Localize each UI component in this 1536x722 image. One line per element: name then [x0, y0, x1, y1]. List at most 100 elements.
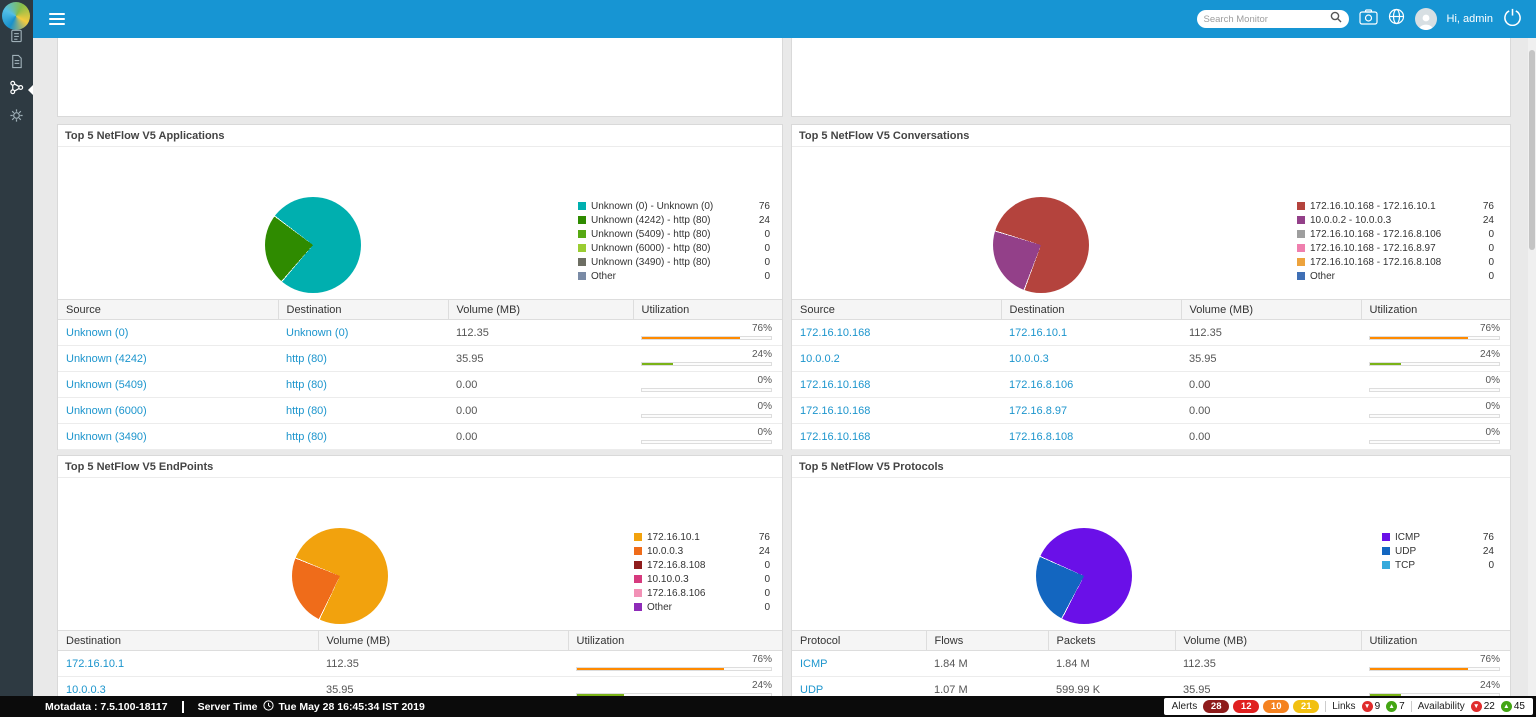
main-content: Top 5 NetFlow V5 Applications Unknown (0… — [33, 38, 1536, 696]
table-link[interactable]: 172.16.8.106 — [1009, 379, 1073, 391]
pie-chart[interactable] — [292, 528, 388, 624]
column-header[interactable]: Volume (MB) — [318, 631, 568, 651]
legend-label: Other — [647, 602, 672, 613]
table-link[interactable]: Unknown (5409) — [66, 379, 147, 391]
column-header[interactable]: Volume (MB) — [1181, 300, 1361, 320]
legend-label: Other — [591, 271, 616, 282]
table-link[interactable]: Unknown (0) — [66, 327, 128, 339]
table-link[interactable]: Unknown (3490) — [66, 431, 147, 443]
legend-value: 24 — [1475, 215, 1494, 226]
table-link[interactable]: 10.0.0.2 — [800, 353, 840, 365]
table-link[interactable]: 172.16.10.168 — [800, 431, 870, 443]
legend-item[interactable]: Unknown (0) - Unknown (0)76 — [578, 199, 770, 213]
sidebar-item-settings[interactable] — [0, 106, 33, 130]
legend-item[interactable]: 172.16.8.1060 — [634, 586, 770, 600]
column-header[interactable]: Utilization — [568, 631, 782, 651]
down-count[interactable]: ▼22 — [1471, 701, 1495, 712]
alert-badge[interactable]: 21 — [1293, 700, 1319, 713]
table-link[interactable]: 10.0.0.3 — [66, 684, 106, 696]
legend-swatch — [1382, 547, 1390, 555]
table-link[interactable]: Unknown (6000) — [66, 405, 147, 417]
alert-badge[interactable]: 12 — [1233, 700, 1259, 713]
table-link[interactable]: http (80) — [286, 379, 327, 391]
pie-chart[interactable] — [265, 197, 361, 293]
power-icon[interactable] — [1503, 7, 1522, 31]
legend-item[interactable]: 172.16.10.168 - 172.16.10.176 — [1297, 199, 1494, 213]
column-header[interactable]: Source — [792, 300, 1001, 320]
table-link[interactable]: http (80) — [286, 431, 327, 443]
search-input[interactable] — [1204, 14, 1330, 25]
alerts-label: Alerts — [1172, 701, 1198, 712]
search-icon[interactable] — [1330, 10, 1342, 28]
legend-item[interactable]: Unknown (4242) - http (80)24 — [578, 213, 770, 227]
column-header[interactable]: Flows — [926, 631, 1048, 651]
alert-badge[interactable]: 28 — [1203, 700, 1229, 713]
table-cell: http (80) — [278, 372, 448, 398]
legend-value: 0 — [756, 574, 770, 585]
table-link[interactable]: Unknown (0) — [286, 327, 348, 339]
table-link[interactable]: Unknown (4242) — [66, 353, 147, 365]
column-header[interactable]: Utilization — [1361, 300, 1510, 320]
column-header[interactable]: Source — [58, 300, 278, 320]
legend-value: 0 — [756, 271, 770, 282]
utilization-cell: 0% — [1361, 424, 1510, 450]
table-link[interactable]: 172.16.8.108 — [1009, 431, 1073, 443]
table-link[interactable]: 172.16.10.168 — [800, 327, 870, 339]
column-header[interactable]: Destination — [278, 300, 448, 320]
vertical-scrollbar[interactable] — [1528, 38, 1536, 696]
column-header[interactable]: Protocol — [792, 631, 926, 651]
pie-chart[interactable] — [993, 197, 1089, 293]
hamburger-menu-icon[interactable] — [49, 10, 65, 28]
utilization-bar — [1369, 388, 1500, 392]
column-header[interactable]: Packets — [1048, 631, 1175, 651]
document-icon — [9, 54, 24, 74]
legend-item[interactable]: Unknown (5409) - http (80)0 — [578, 227, 770, 241]
column-header[interactable]: Volume (MB) — [1175, 631, 1361, 651]
pie-chart[interactable] — [1036, 528, 1132, 624]
avatar[interactable] — [1415, 8, 1437, 30]
table-link[interactable]: 172.16.10.1 — [66, 658, 124, 670]
sidebar-item-documents[interactable] — [0, 52, 33, 76]
legend-item[interactable]: 172.16.10.168 - 172.16.8.970 — [1297, 241, 1494, 255]
alert-badge[interactable]: 10 — [1263, 700, 1289, 713]
legend-item[interactable]: 10.10.0.30 — [634, 572, 770, 586]
sidebar-item-reports[interactable] — [0, 26, 33, 50]
utilization-bar — [1369, 440, 1500, 444]
legend-item[interactable]: 172.16.10.168 - 172.16.8.1080 — [1297, 255, 1494, 269]
legend-item[interactable]: Other 0 — [578, 269, 770, 283]
up-count[interactable]: ▲7 — [1386, 701, 1405, 712]
legend-item[interactable]: ICMP76 — [1382, 530, 1494, 544]
legend-item[interactable]: 10.0.0.324 — [634, 544, 770, 558]
legend-item[interactable]: Unknown (3490) - http (80)0 — [578, 255, 770, 269]
table-link[interactable]: 10.0.0.3 — [1009, 353, 1049, 365]
up-count[interactable]: ▲45 — [1501, 701, 1525, 712]
legend-item[interactable]: 172.16.10.176 — [634, 530, 770, 544]
scrollbar-thumb[interactable] — [1529, 50, 1535, 250]
table-link[interactable]: ICMP — [800, 658, 828, 670]
legend-item[interactable]: 10.0.0.2 - 10.0.0.324 — [1297, 213, 1494, 227]
legend-item[interactable]: 172.16.10.168 - 172.16.8.1060 — [1297, 227, 1494, 241]
legend-item[interactable]: 172.16.8.1080 — [634, 558, 770, 572]
column-header[interactable]: Destination — [1001, 300, 1181, 320]
column-header[interactable]: Utilization — [633, 300, 782, 320]
screenshot-icon[interactable] — [1359, 9, 1378, 30]
table-link[interactable]: UDP — [800, 684, 823, 696]
legend-item[interactable]: Other0 — [634, 600, 770, 614]
table-link[interactable]: 172.16.10.1 — [1009, 327, 1067, 339]
legend-item[interactable]: Unknown (6000) - http (80)0 — [578, 241, 770, 255]
table-link[interactable]: 172.16.8.97 — [1009, 405, 1067, 417]
table-link[interactable]: http (80) — [286, 353, 327, 365]
column-header[interactable]: Utilization — [1361, 631, 1510, 651]
table-link[interactable]: http (80) — [286, 405, 327, 417]
legend-item[interactable]: TCP0 — [1382, 558, 1494, 572]
column-header[interactable]: Volume (MB) — [448, 300, 633, 320]
table-link[interactable]: 172.16.10.168 — [800, 405, 870, 417]
global-view-icon[interactable] — [1388, 8, 1405, 30]
legend-label: 10.0.0.3 — [647, 546, 683, 557]
legend-item[interactable]: UDP24 — [1382, 544, 1494, 558]
legend-item[interactable]: Other0 — [1297, 269, 1494, 283]
down-count[interactable]: ▼9 — [1362, 701, 1381, 712]
legend-label: 172.16.10.168 - 172.16.8.97 — [1310, 243, 1436, 254]
column-header[interactable]: Destination — [58, 631, 318, 651]
table-link[interactable]: 172.16.10.168 — [800, 379, 870, 391]
